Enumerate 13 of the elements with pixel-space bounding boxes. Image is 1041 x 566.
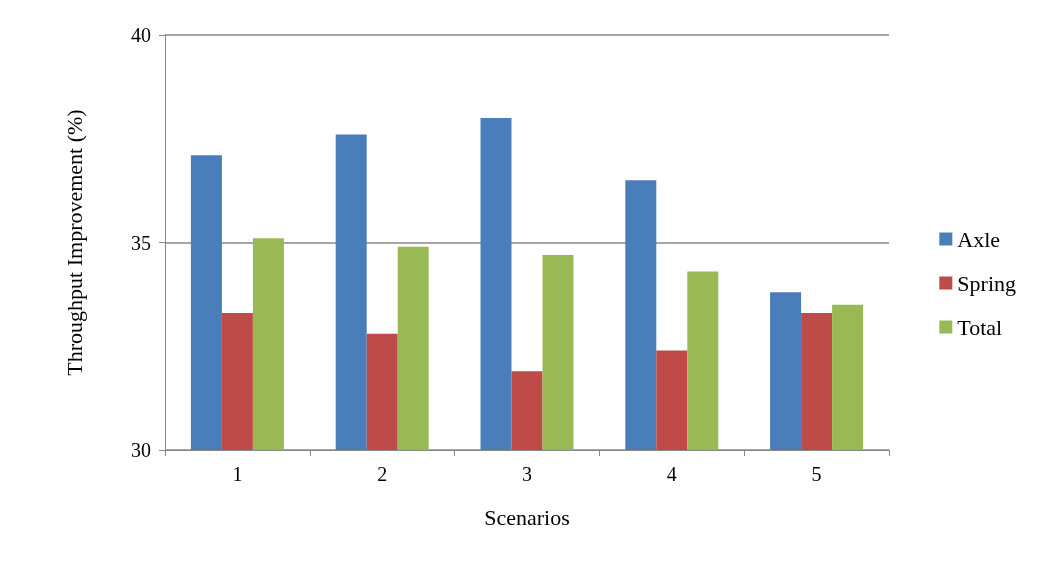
x-tick-label: 3 — [522, 463, 532, 485]
legend-label: Total — [957, 314, 1003, 340]
legend-label: Axle — [957, 226, 1001, 252]
x-tick-label: 2 — [377, 463, 388, 485]
legend-label: Spring — [957, 270, 1017, 296]
y-axis-title: Throughput Improvement (%) — [61, 109, 87, 376]
x-tick-label: 1 — [232, 463, 243, 485]
y-tick-label: 35 — [131, 231, 151, 254]
y-tick-label: 30 — [131, 439, 151, 461]
y-tick-label: 40 — [131, 24, 151, 46]
x-tick-label: 5 — [811, 463, 822, 485]
x-tick-label: 4 — [666, 463, 677, 485]
x-axis-title: Scenarios — [484, 504, 570, 530]
